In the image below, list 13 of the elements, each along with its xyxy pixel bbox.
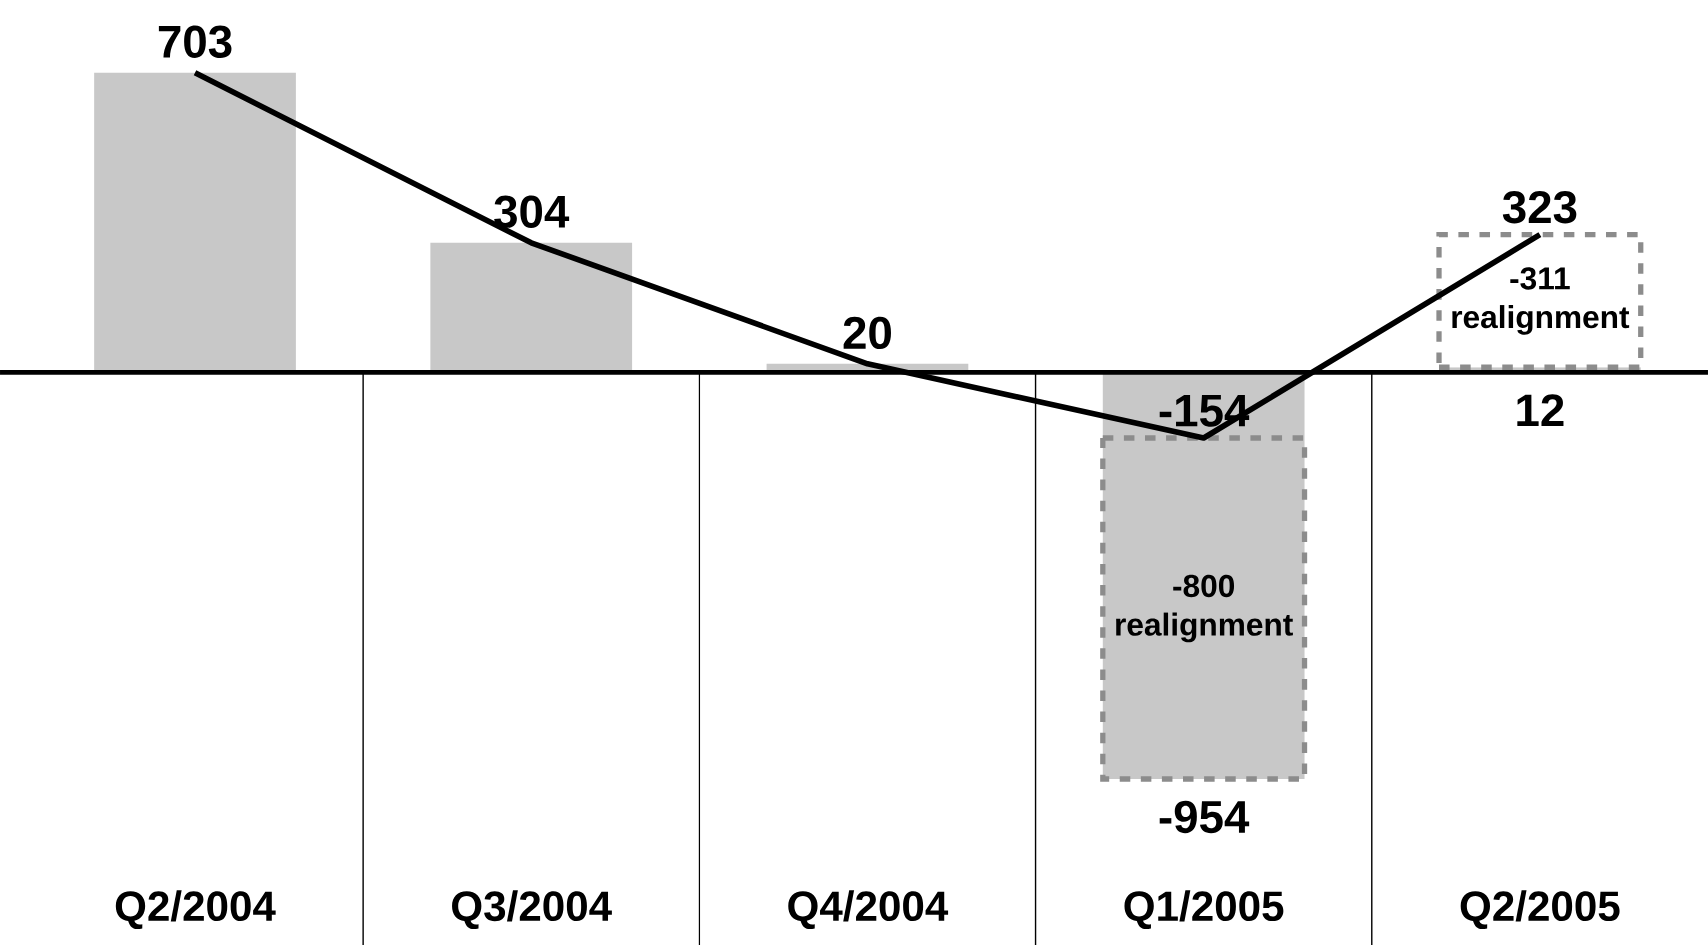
x-tick-label: Q3/2004 bbox=[452, 890, 612, 930]
annotation: -800 realignment bbox=[1116, 574, 1293, 643]
x-tick-label: Q2/2004 bbox=[115, 890, 276, 930]
data-label: 20 bbox=[843, 316, 891, 350]
x-tick-label: Q4/2004 bbox=[788, 890, 949, 930]
annotation: -311 realignment bbox=[1452, 267, 1630, 335]
data-label: 703 bbox=[158, 25, 232, 58]
data-label: 323 bbox=[1502, 191, 1577, 224]
data-label: 12 bbox=[1517, 394, 1564, 427]
x-tick-label: Q2/2005 bbox=[1460, 890, 1620, 930]
total-label: -954 bbox=[1159, 800, 1250, 834]
x-tick-label: Q1/2005 bbox=[1124, 890, 1284, 930]
data-label: 304 bbox=[494, 195, 570, 229]
